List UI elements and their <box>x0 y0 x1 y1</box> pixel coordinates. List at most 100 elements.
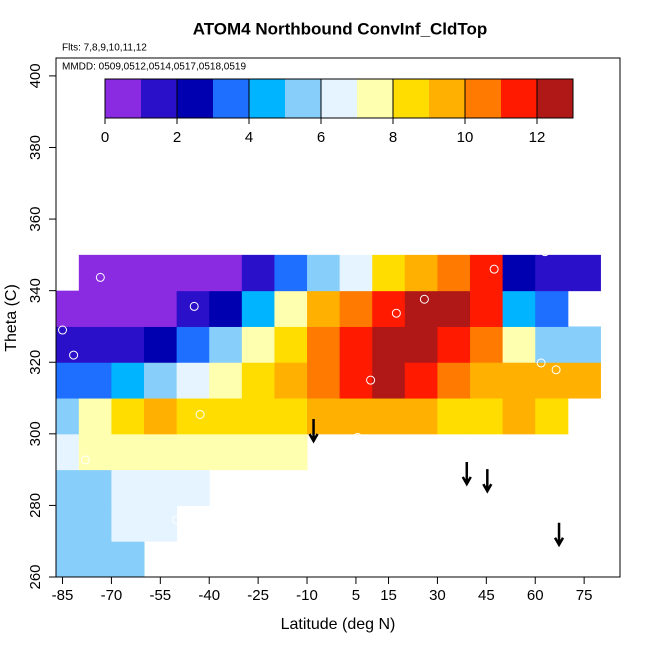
heat-cell <box>274 362 308 399</box>
flight-point <box>58 325 68 335</box>
heat-cell <box>307 398 341 435</box>
heat-cell <box>241 254 275 292</box>
y-tick-label: 300 <box>27 421 44 446</box>
heat-cell <box>176 326 210 363</box>
y-tick-label: 260 <box>27 564 44 589</box>
heat-cell <box>339 290 373 327</box>
heat-cell <box>535 362 569 399</box>
heat-cell <box>111 541 145 577</box>
y-tick-label: 380 <box>27 135 44 160</box>
colorbar-swatch <box>105 79 142 118</box>
heat-cell <box>372 254 406 292</box>
heat-cell <box>241 362 275 399</box>
heat-cell <box>144 469 178 506</box>
flight-point <box>489 264 499 274</box>
heat-cell <box>437 326 471 363</box>
heat-cell <box>307 254 341 292</box>
heat-cell <box>502 398 536 435</box>
heat-cell <box>372 326 406 363</box>
x-tick-label: 15 <box>380 587 397 604</box>
heat-cell <box>535 290 569 327</box>
heat-cell <box>535 398 569 435</box>
colorbar-swatch <box>141 79 178 118</box>
flight-point <box>353 432 363 442</box>
heat-cell <box>241 290 275 327</box>
y-tick-label: 400 <box>27 63 44 88</box>
heat-cell <box>78 254 112 292</box>
heat-cell <box>176 433 210 471</box>
heat-cell <box>144 398 178 435</box>
heat-cell <box>144 290 178 327</box>
x-tick-label: 5 <box>352 587 360 604</box>
heat-cell <box>470 398 504 435</box>
x-axis-label: Latitude (deg N) <box>281 616 396 633</box>
x-tick-label: 45 <box>478 587 495 604</box>
heat-cell <box>535 254 569 292</box>
heat-cell <box>78 362 112 399</box>
heat-cell <box>567 254 601 292</box>
heat-cell <box>78 398 112 435</box>
flight-point <box>366 375 376 385</box>
heat-cell <box>111 326 145 363</box>
heat-cell <box>502 362 536 399</box>
heat-cell <box>78 290 112 327</box>
heat-cell <box>470 362 504 399</box>
heat-cell <box>209 290 243 327</box>
x-tick-label: 75 <box>576 587 593 604</box>
heat-cell <box>502 326 536 363</box>
colorbar-tick-label: 4 <box>245 129 253 146</box>
plot-frame <box>55 57 621 578</box>
flight-point <box>419 294 429 304</box>
heat-cell <box>209 362 243 399</box>
y-tick-label: 320 <box>27 350 44 375</box>
colorbar-swatch <box>537 79 574 118</box>
heat-cell <box>78 541 112 577</box>
arrow <box>482 469 493 494</box>
heat-cell <box>111 254 145 292</box>
heat-cell <box>111 505 145 542</box>
heat-cell <box>274 290 308 327</box>
heat-cell <box>144 254 178 292</box>
heat-cell <box>78 326 112 363</box>
colorbar-swatch <box>357 79 394 118</box>
heat-cell <box>502 254 536 292</box>
x-tick-label: 60 <box>527 587 544 604</box>
heat-cell <box>241 433 275 471</box>
heat-cell <box>111 469 145 506</box>
colorbar-frame <box>104 78 574 119</box>
heat-cell <box>176 362 210 399</box>
heat-cell <box>176 290 210 327</box>
x-tick-label: -10 <box>296 587 318 604</box>
x-tick-label: 30 <box>429 587 446 604</box>
heat-cell <box>78 433 112 471</box>
x-tick-label: -25 <box>247 587 269 604</box>
heat-cell <box>209 254 243 292</box>
flight-point <box>195 409 205 419</box>
heat-cell <box>176 469 210 506</box>
y-tick-label: 280 <box>27 493 44 518</box>
heat-cell <box>437 254 471 292</box>
heat-cell <box>437 362 471 399</box>
heat-cell <box>241 398 275 435</box>
heat-cell <box>111 398 145 435</box>
flight-point <box>69 350 79 360</box>
arrow <box>461 461 472 487</box>
colorbar-tick-label: 10 <box>457 129 474 146</box>
x-tick-label: -85 <box>52 587 74 604</box>
x-tick-label: -70 <box>101 587 123 604</box>
colorbar-swatch <box>285 79 322 118</box>
chart-title: ATOM4 Northbound ConvInf_CldTop <box>193 19 488 38</box>
heat-cell <box>56 433 80 471</box>
heat-cell <box>437 290 471 327</box>
annotation: MMDD: 0509,0512,0514,0517,0518,0519 <box>62 62 246 73</box>
colorbar-swatch <box>393 79 430 118</box>
flight-point <box>95 272 105 282</box>
heat-cell <box>241 326 275 363</box>
heat-cell <box>111 433 145 471</box>
heat-cell <box>56 398 80 435</box>
heat-cell <box>144 326 178 363</box>
heat-cell <box>372 362 406 399</box>
heat-cell <box>372 290 406 327</box>
heat-cell <box>274 254 308 292</box>
heat-cell <box>404 326 438 363</box>
